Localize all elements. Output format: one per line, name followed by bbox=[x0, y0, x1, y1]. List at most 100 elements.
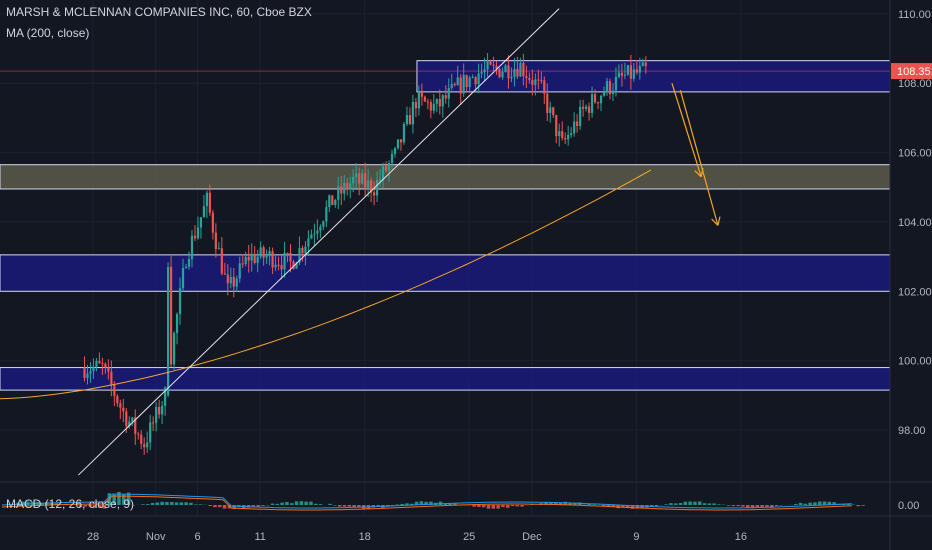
candle-body bbox=[462, 75, 465, 94]
macd-histogram-bar bbox=[856, 505, 860, 507]
macd-histogram-bar bbox=[506, 505, 510, 508]
candle-body bbox=[340, 186, 343, 194]
candle-body bbox=[229, 276, 232, 284]
candle-body bbox=[417, 92, 420, 109]
macd-histogram-bar bbox=[198, 504, 203, 505]
candle-body bbox=[104, 363, 107, 368]
candle-body bbox=[313, 233, 316, 235]
candle-body bbox=[256, 256, 259, 263]
candle-body bbox=[432, 103, 435, 111]
candle-body bbox=[274, 264, 277, 268]
macd-histogram-bar bbox=[683, 501, 688, 505]
candle-body bbox=[286, 252, 289, 254]
candle-body bbox=[525, 76, 528, 79]
candle-body bbox=[602, 92, 606, 96]
candle-body bbox=[346, 182, 349, 190]
candle-body bbox=[292, 261, 295, 269]
candle-body bbox=[164, 387, 167, 406]
candle-body bbox=[277, 264, 280, 266]
candle-body bbox=[492, 64, 495, 66]
macd-histogram-bar bbox=[170, 501, 174, 505]
macd-histogram-bar bbox=[707, 503, 712, 505]
macd-histogram-bar bbox=[851, 504, 856, 505]
candle-body bbox=[441, 95, 444, 107]
candle-body bbox=[614, 76, 618, 91]
projection-arrow bbox=[671, 83, 702, 178]
time-axis-label: 9 bbox=[633, 531, 639, 543]
ma200-line bbox=[0, 169, 652, 400]
projection-arrow-head bbox=[711, 218, 719, 226]
candle-body bbox=[620, 72, 624, 76]
macd-histogram-bar bbox=[21, 501, 25, 505]
candle-body bbox=[468, 77, 471, 88]
macd-histogram-bar bbox=[280, 502, 284, 505]
price-axis-label: 100.00 bbox=[898, 356, 932, 368]
macd-histogram-bar bbox=[78, 505, 83, 507]
macd-histogram-bar bbox=[414, 501, 419, 505]
macd-histogram-bar bbox=[299, 501, 304, 505]
candle-body bbox=[447, 87, 450, 99]
candle-body bbox=[280, 265, 283, 270]
candle-body bbox=[420, 92, 423, 97]
macd-histogram-bar bbox=[285, 501, 289, 505]
macd-histogram-bar bbox=[26, 501, 30, 505]
macd-histogram-bar bbox=[501, 505, 505, 508]
candle-body bbox=[459, 77, 462, 94]
macd-histogram-bar bbox=[179, 502, 184, 505]
candle-body bbox=[599, 95, 603, 104]
candle-body bbox=[495, 65, 498, 69]
time-axis-label: Nov bbox=[146, 531, 166, 543]
macd-histogram-bar bbox=[491, 505, 496, 509]
candle-body bbox=[623, 74, 627, 76]
last-price-badge bbox=[891, 63, 932, 80]
candle-body bbox=[137, 433, 140, 435]
candle-body bbox=[101, 363, 104, 365]
chart-title: MARSH & MCLENNAN COMPANIES INC, 60, Cboe… bbox=[6, 5, 312, 19]
candle-body bbox=[387, 163, 391, 171]
macd-histogram-bar bbox=[717, 504, 721, 505]
macd-histogram-bar bbox=[338, 505, 342, 507]
candle-body bbox=[429, 102, 432, 111]
candle-body bbox=[202, 206, 206, 218]
macd-histogram-bar bbox=[160, 501, 164, 505]
macd-histogram-bar bbox=[472, 505, 476, 507]
candle-body bbox=[564, 138, 567, 140]
candle-body bbox=[477, 73, 480, 85]
candle-body bbox=[125, 411, 128, 427]
candle-body bbox=[116, 395, 119, 404]
candle-body bbox=[584, 106, 588, 109]
macd-histogram-bar bbox=[309, 501, 313, 505]
candle-body bbox=[486, 61, 489, 70]
candle-body bbox=[155, 406, 158, 423]
candle-body bbox=[352, 176, 355, 184]
candle-body bbox=[504, 65, 507, 72]
candle-body bbox=[214, 232, 217, 250]
candle-body bbox=[498, 68, 501, 78]
macd-histogram-bar bbox=[208, 505, 212, 507]
candle-body bbox=[608, 81, 612, 95]
macd-histogram-bar bbox=[122, 494, 126, 505]
candle-body bbox=[450, 84, 453, 88]
macd-histogram-bar bbox=[88, 505, 92, 507]
candle-body bbox=[331, 195, 334, 205]
candle-body bbox=[632, 69, 635, 79]
time-axis-label: 6 bbox=[194, 531, 200, 543]
candle-body bbox=[187, 259, 191, 267]
macd-histogram-bar bbox=[563, 501, 568, 505]
candle-body bbox=[158, 406, 161, 415]
candle-body bbox=[641, 62, 644, 67]
candle-body bbox=[175, 314, 179, 334]
macd-histogram-bar bbox=[765, 505, 769, 507]
candle-body bbox=[405, 115, 409, 124]
last-price-label: 108.35 bbox=[897, 66, 931, 78]
macd-histogram-bar bbox=[448, 503, 452, 505]
candle-body bbox=[143, 443, 146, 448]
candle-body bbox=[435, 99, 438, 104]
macd-histogram-bar bbox=[112, 494, 116, 505]
candle-body bbox=[98, 360, 101, 364]
macd-histogram-bar bbox=[736, 505, 740, 507]
candle-body bbox=[378, 179, 382, 181]
macd-histogram-bar bbox=[731, 505, 736, 507]
macd-histogram-bar bbox=[558, 502, 563, 505]
